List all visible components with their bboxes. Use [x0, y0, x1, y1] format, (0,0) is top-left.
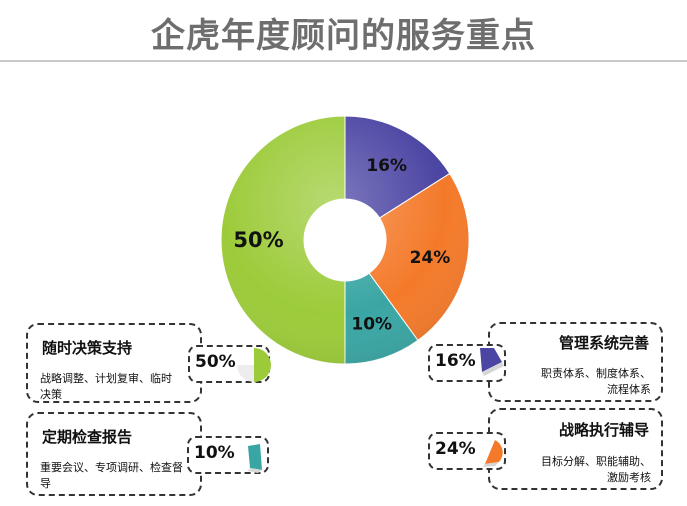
- decision-support-desc: 战略调整、计划复审、临时决策: [40, 372, 172, 401]
- inspection-report-title: 定期检查报告: [42, 428, 133, 446]
- strategy-execution-card: 战略执行辅导 目标分解、职能辅助、激励考核: [488, 408, 663, 490]
- management-system-card: 管理系统完善 职责体系、制度体系、流程体系: [488, 322, 663, 402]
- page-title: 企虎年度顾问的服务重点: [151, 16, 536, 56]
- title-divider: [0, 60, 687, 62]
- teal-pie-wedge-icon: [248, 444, 262, 473]
- management-system-desc: 职责体系、制度体系、流程体系: [541, 367, 651, 396]
- slice-label-24: 24%: [410, 248, 451, 268]
- green-pie-half-icon: [237, 348, 271, 382]
- slice-label-10: 10%: [351, 314, 392, 334]
- strategy-execution-title: 战略执行辅导: [558, 421, 649, 439]
- strategy-execution-desc: 目标分解、职能辅助、激励考核: [541, 455, 651, 484]
- inspection-report-desc: 重要会议、专项调研、检查督导: [40, 461, 183, 490]
- inspection-report-card: 定期检查报告 重要会议、专项调研、检查督导: [26, 412, 202, 496]
- slice-label-50: 50%: [233, 228, 283, 252]
- slice-label-16: 16%: [366, 156, 407, 176]
- decision-support-title: 随时决策支持: [42, 339, 133, 357]
- decision-support-card: 随时决策支持 战略调整、计划复审、临时决策: [26, 323, 202, 403]
- management-system-title: 管理系统完善: [558, 334, 649, 352]
- orange-pie-wedge-icon: [483, 440, 503, 467]
- purple-pie-wedge-icon: [480, 348, 504, 376]
- donut-hole: [304, 199, 386, 281]
